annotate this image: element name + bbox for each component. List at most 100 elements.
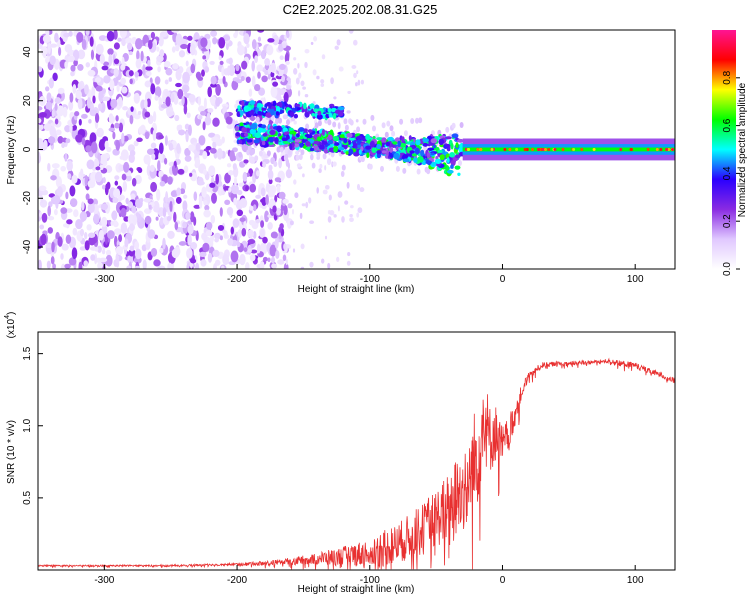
noise-cell: [167, 262, 173, 269]
noise-cell: [236, 241, 241, 248]
noise-cell: [43, 139, 48, 150]
noise-cell: [230, 184, 239, 195]
noise-cell: [199, 251, 207, 257]
main-band-cell: [369, 140, 375, 148]
noise-cell: [125, 197, 129, 205]
noise-cell: [183, 103, 188, 115]
halo-cell: [368, 163, 373, 170]
halo-cell: [274, 118, 279, 125]
noise-cell: [184, 85, 188, 98]
noise-cell: [255, 219, 261, 224]
noise-cell: [153, 259, 161, 267]
noise-cell: [187, 234, 192, 246]
noise-cell: [66, 160, 73, 172]
main-band-cell: [300, 138, 308, 144]
upper-band-cell: [303, 102, 307, 110]
noise-cell: [202, 168, 207, 176]
noise-cell: [77, 63, 84, 71]
noise-cell: [69, 123, 73, 134]
noise-cell: [143, 98, 148, 110]
noise-cell: [261, 75, 268, 83]
noise-cell: [245, 185, 249, 192]
main-band-cell: [318, 144, 325, 150]
noise-cell: [150, 31, 156, 39]
main-band-cell: [445, 143, 451, 148]
snr-x-tick-label: 0: [500, 575, 506, 586]
main-band-cell: [457, 138, 464, 143]
upper-band-cell: [316, 114, 323, 120]
noise-cell: [75, 219, 83, 230]
noise-cell: [98, 90, 104, 103]
noise-cell: [356, 212, 360, 218]
noise-cell: [200, 37, 208, 48]
main-band-cell: [372, 135, 376, 140]
snr-plot-area: [38, 332, 675, 570]
noise-cell: [60, 207, 68, 214]
noise-cell: [202, 121, 206, 131]
noise-cell: [108, 115, 115, 124]
main-band-cell: [414, 147, 420, 155]
main-band-cell: [432, 144, 436, 149]
noise-cell: [184, 147, 191, 157]
carrier-peak: [547, 148, 551, 151]
halo-cell: [262, 161, 267, 168]
halo-cell: [370, 114, 375, 121]
noise-cell: [251, 60, 255, 72]
noise-cell: [267, 38, 275, 43]
noise-cell: [302, 173, 305, 178]
noise-cell: [267, 169, 274, 180]
noise-cell: [38, 117, 42, 124]
halo-cell: [458, 160, 462, 166]
noise-cell: [276, 95, 282, 101]
spectrogram-y-tick-label: -20: [22, 191, 33, 206]
halo-cell: [238, 151, 243, 158]
noise-cell: [101, 184, 106, 190]
noise-cell: [178, 50, 186, 58]
noise-cell: [177, 124, 183, 131]
upper-band-cell: [239, 110, 244, 116]
snr-panel: -300 -200 -100 0 100 0.5 1.0 1.5 Height of str…: [4, 312, 676, 595]
noise-cell: [40, 233, 47, 246]
noise-cell: [198, 197, 203, 209]
carrier-peak: [553, 148, 557, 151]
noise-cell: [346, 181, 350, 189]
noise-cell: [267, 222, 273, 230]
main-band-cell: [323, 148, 329, 154]
noise-cell: [68, 31, 73, 37]
spectrogram-x-label: Height of straight line (km): [298, 284, 415, 295]
noise-cell: [159, 247, 164, 254]
main-band-cell: [235, 125, 240, 132]
noise-cell: [58, 46, 62, 57]
noise-cell: [175, 69, 182, 81]
main-band-cell: [321, 128, 325, 136]
main-band-cell: [409, 150, 415, 154]
main-band-cell: [338, 146, 345, 151]
noise-cell: [144, 80, 152, 88]
noise-cell: [216, 148, 223, 160]
carrier-peak: [531, 148, 534, 151]
noise-cell: [321, 54, 326, 60]
noise-cell: [232, 218, 240, 228]
noise-cell: [126, 265, 132, 269]
noise-cell: [113, 42, 120, 50]
noise-cell: [160, 103, 168, 109]
noise-cell: [87, 69, 96, 77]
main-band-cell: [425, 160, 432, 165]
noise-cell: [210, 75, 217, 85]
noise-cell: [201, 232, 208, 241]
noise-cell: [45, 86, 50, 92]
noise-cell: [148, 204, 152, 210]
noise-cell: [286, 32, 290, 39]
noise-cell: [118, 164, 125, 172]
main-band-cell: [298, 127, 305, 132]
noise-cell: [187, 35, 193, 41]
noise-cell: [296, 163, 302, 168]
noise-cell: [176, 142, 181, 155]
main-band-cell: [422, 142, 429, 147]
noise-cell: [209, 96, 217, 104]
noise-cell: [210, 30, 218, 37]
noise-cell: [64, 153, 68, 162]
noise-cell: [274, 238, 279, 249]
noise-cell: [217, 224, 225, 231]
noise-cell: [276, 207, 281, 216]
